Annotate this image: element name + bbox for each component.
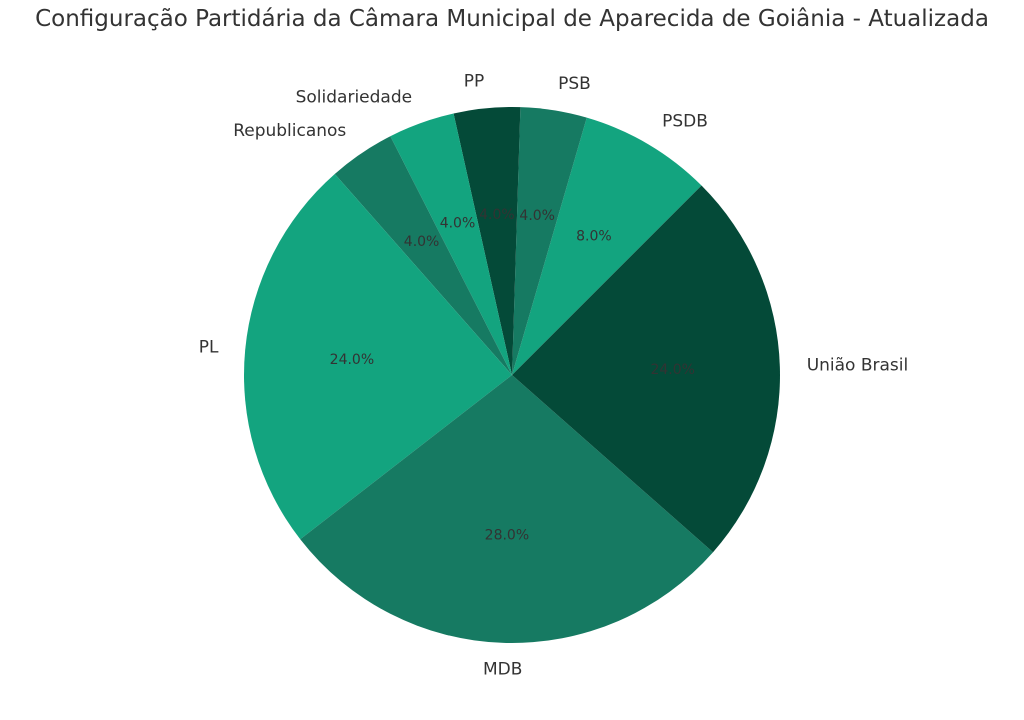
slice-label-psdb: PSDB [662, 111, 708, 131]
pie-slice-solidariedade [390, 113, 512, 375]
pct-label-republicanos: 4.0% [404, 234, 440, 250]
pct-label-solidariedade: 4.0% [440, 216, 476, 232]
pie-slice-psdb [512, 117, 702, 375]
pie-slice-psb [512, 107, 587, 375]
slice-label-psb: PSB [558, 74, 591, 94]
pct-label-pl: 24.0% [330, 352, 374, 368]
pie-slice-republicanos [334, 136, 512, 375]
pct-label-psb: 4.0% [519, 208, 555, 224]
pie-slice-pp [453, 106, 521, 375]
pie-slice-pl [244, 173, 512, 540]
pct-label-pp: 4.0% [479, 207, 515, 223]
pie-labels: 8.0% PSDB 4.0% PSB 4.0% PP 4.0% Solidariedade 4.… [199, 72, 908, 680]
slice-label-solidariedade: Solidariedade [296, 88, 412, 108]
pie-slice-uniao-brasil [512, 185, 780, 553]
slice-label-republicanos: Republicanos [233, 121, 346, 141]
pie-slices [244, 106, 780, 643]
pct-label-psdb: 8.0% [576, 229, 612, 245]
slice-label-mdb: MDB [483, 660, 522, 680]
pie-slice-mdb [300, 375, 714, 643]
pct-label-mdb: 28.0% [485, 528, 529, 544]
slice-label-pp: PP [464, 72, 485, 92]
slice-label-pl: PL [199, 337, 219, 357]
pct-label-uniao-brasil: 24.0% [650, 362, 694, 378]
slice-label-uniao-brasil: União Brasil [807, 356, 909, 376]
chart-title: Configuração Partidária da Câmara Munici… [35, 6, 989, 32]
